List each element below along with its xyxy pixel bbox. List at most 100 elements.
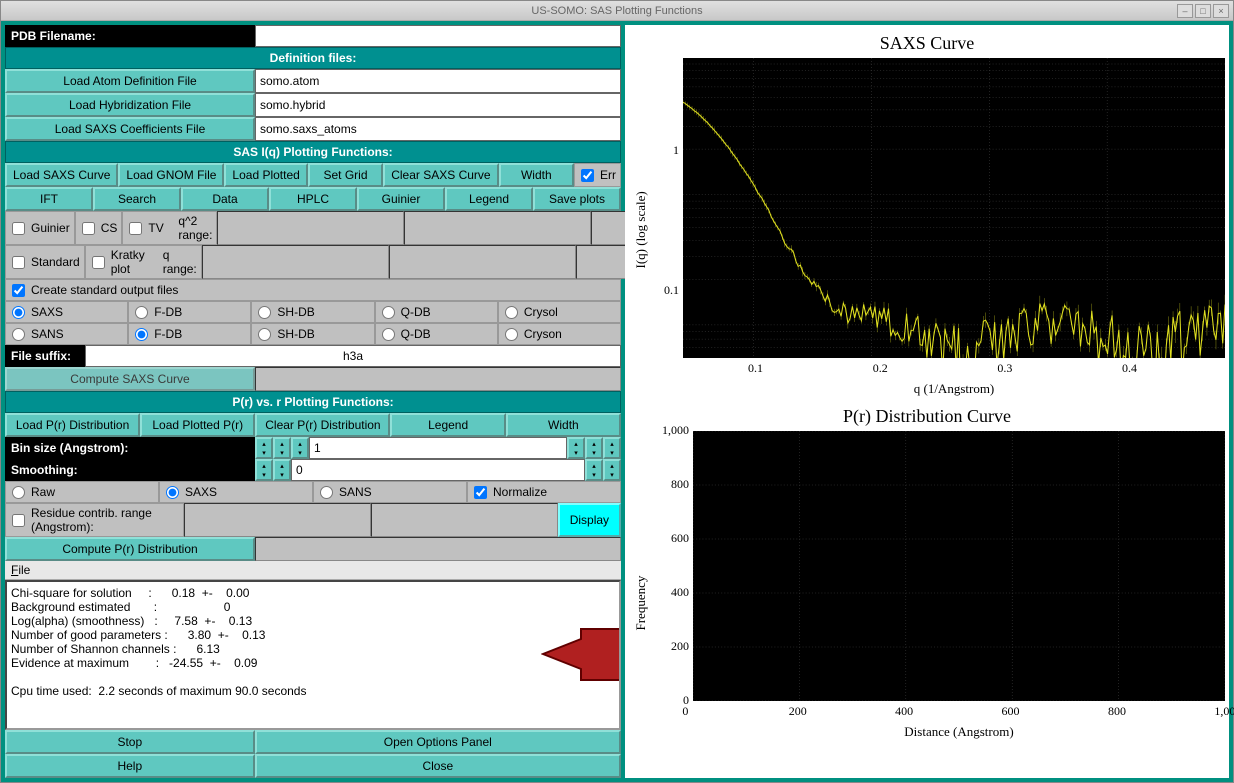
err-label: Err [600, 168, 616, 182]
smooth-spinner4[interactable]: ▴▾ [603, 459, 621, 481]
compute-saxs-button[interactable]: Compute SAXS Curve [5, 367, 255, 391]
bin-input[interactable] [309, 437, 567, 459]
legend-button[interactable]: Legend [445, 187, 533, 211]
normalize-check[interactable] [474, 486, 487, 499]
pr-ytick: 800 [671, 477, 689, 492]
hyb-file-input[interactable] [255, 93, 621, 117]
bin-spinner2[interactable]: ▴▾ [273, 437, 291, 459]
saxs-xtick: 0.4 [1122, 361, 1137, 376]
pr-width-button[interactable]: Width [506, 413, 621, 437]
smooth-input[interactable] [291, 459, 585, 481]
raw-radio[interactable] [12, 486, 25, 499]
pr-saxs-radio[interactable] [166, 486, 179, 499]
ift-button[interactable]: IFT [5, 187, 93, 211]
crysol-radio[interactable] [505, 306, 518, 319]
smooth-spinner2[interactable]: ▴▾ [273, 459, 291, 481]
stdout-check[interactable] [12, 284, 25, 297]
load-pr-button[interactable]: Load P(r) Distribution [5, 413, 140, 437]
set-grid-button[interactable]: Set Grid [308, 163, 383, 187]
q2-min-input[interactable] [217, 211, 404, 245]
saxs-radio[interactable] [12, 306, 25, 319]
bin-spinner4[interactable]: ▴▾ [567, 437, 585, 459]
cs-check[interactable] [82, 222, 95, 235]
pr-sans-radio[interactable] [320, 486, 333, 499]
load-plotted-pr-button[interactable]: Load Plotted P(r) [140, 413, 255, 437]
display-button[interactable]: Display [558, 503, 621, 537]
smooth-label: Smoothing: [5, 459, 255, 481]
resid-max-input[interactable] [371, 503, 558, 537]
qdb2-radio[interactable] [382, 328, 395, 341]
saxs-xtick: 0.2 [873, 361, 888, 376]
pr-xtick: 1,000 [1214, 704, 1234, 719]
pdb-input[interactable] [255, 25, 621, 47]
q2-max-input[interactable] [404, 211, 591, 245]
load-plotted-button[interactable]: Load Plotted [224, 163, 307, 187]
suffix-label: File suffix: [5, 345, 85, 367]
bin-spinner1[interactable]: ▴▾ [255, 437, 273, 459]
cryson-radio[interactable] [505, 328, 518, 341]
stop-button[interactable]: Stop [5, 730, 255, 754]
data-button[interactable]: Data [181, 187, 269, 211]
suffix-input[interactable] [85, 345, 621, 367]
clear-pr-button[interactable]: Clear P(r) Distribution [255, 413, 390, 437]
pr-xtick: 800 [1108, 704, 1126, 719]
maximize-icon[interactable]: □ [1195, 4, 1211, 18]
output-area: Chi-square for solution : 0.18 +- 0.00 B… [5, 580, 621, 730]
tv-label: TV [148, 221, 163, 235]
resid-check[interactable] [12, 514, 25, 527]
clear-saxs-button[interactable]: Clear SAXS Curve [383, 163, 498, 187]
standard-check[interactable] [12, 256, 25, 269]
search-button[interactable]: Search [93, 187, 181, 211]
resid-min-input[interactable] [184, 503, 371, 537]
load-saxs-coef-button[interactable]: Load SAXS Coefficients File [5, 117, 255, 141]
load-saxs-curve-button[interactable]: Load SAXS Curve [5, 163, 118, 187]
err-check[interactable] [581, 169, 594, 182]
qr-min-input[interactable] [202, 245, 389, 279]
load-atom-button[interactable]: Load Atom Definition File [5, 69, 255, 93]
help-button[interactable]: Help [5, 754, 255, 778]
fdb1-radio[interactable] [135, 306, 148, 319]
pr-xtick: 600 [1002, 704, 1020, 719]
bin-label: Bin size (Angstrom): [5, 437, 255, 459]
pr-chart [693, 431, 1225, 701]
load-gnom-button[interactable]: Load GNOM File [118, 163, 224, 187]
guinier-button[interactable]: Guinier [357, 187, 445, 211]
close-icon[interactable]: × [1213, 4, 1229, 18]
standard-label: Standard [31, 255, 80, 269]
smooth-spinner3[interactable]: ▴▾ [585, 459, 603, 481]
load-hyb-button[interactable]: Load Hybridization File [5, 93, 255, 117]
saxs-ytick: 0.1 [664, 283, 679, 298]
pr-legend-button[interactable]: Legend [390, 413, 505, 437]
width-button[interactable]: Width [499, 163, 574, 187]
pr-xlabel: Distance (Angstrom) [693, 722, 1225, 742]
saxs-coef-input[interactable] [255, 117, 621, 141]
shdb1-radio[interactable] [258, 306, 271, 319]
output-menu[interactable]: File [5, 561, 621, 580]
smooth-spinner1[interactable]: ▴▾ [255, 459, 273, 481]
hplc-button[interactable]: HPLC [269, 187, 357, 211]
pr-sans-label: SANS [339, 485, 372, 499]
kratky-check[interactable] [92, 256, 105, 269]
save-plots-button[interactable]: Save plots [533, 187, 621, 211]
compute-pr-button[interactable]: Compute P(r) Distribution [5, 537, 255, 561]
close-button[interactable]: Close [255, 754, 621, 778]
pr-header: P(r) vs. r Plotting Functions: [5, 391, 621, 413]
bin-spinner6[interactable]: ▴▾ [603, 437, 621, 459]
qdb1-radio[interactable] [382, 306, 395, 319]
qr-max-input[interactable] [389, 245, 576, 279]
pr-ytick: 400 [671, 585, 689, 600]
options-button[interactable]: Open Options Panel [255, 730, 621, 754]
pr-chart-title: P(r) Distribution Curve [629, 402, 1225, 431]
fdb2-radio[interactable] [135, 328, 148, 341]
shdb2-radio[interactable] [258, 328, 271, 341]
pr-ytick: 200 [671, 639, 689, 654]
atom-file-input[interactable] [255, 69, 621, 93]
saxs-chart-title: SAXS Curve [629, 29, 1225, 58]
minimize-icon[interactable]: ‒ [1177, 4, 1193, 18]
bin-spinner5[interactable]: ▴▾ [585, 437, 603, 459]
bin-spinner3[interactable]: ▴▾ [291, 437, 309, 459]
arrow-icon [541, 627, 621, 682]
sans-radio[interactable] [12, 328, 25, 341]
tv-check[interactable] [129, 222, 142, 235]
guinier-check[interactable] [12, 222, 25, 235]
